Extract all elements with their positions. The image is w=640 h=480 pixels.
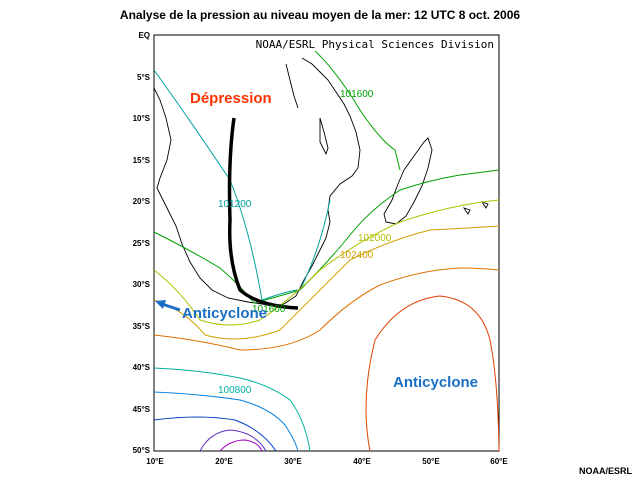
map-frame	[153, 34, 500, 452]
isobar-101600-north	[299, 37, 401, 171]
map-credit: NOAA/ESRL Physical Sciences Division	[256, 38, 494, 51]
isobar-99600	[199, 429, 267, 452]
x-tick: 40°E	[353, 457, 371, 466]
x-tick: 50°E	[422, 457, 440, 466]
y-tick: 50°S	[133, 446, 151, 455]
low-pressure-label: Dépression	[190, 90, 272, 107]
isobar-100000	[153, 416, 277, 452]
y-axis-ticks: EQ 5°S 10°S 15°S 20°S 25°S 30°S 35°S 40°…	[133, 31, 151, 455]
isobar-99200	[219, 439, 263, 452]
isobar-label: 101200	[218, 199, 252, 210]
anticyclone-arrow	[155, 300, 181, 312]
y-tick: 35°S	[133, 322, 151, 331]
x-tick: 20°E	[215, 457, 233, 466]
isobar-102000	[153, 199, 500, 326]
y-tick: 20°S	[133, 197, 151, 206]
y-tick: 10°S	[133, 114, 151, 123]
y-tick: EQ	[138, 31, 150, 40]
isobar-102400	[153, 225, 500, 340]
isobar-label: 102000	[358, 233, 392, 244]
isobar-label: 100800	[218, 385, 252, 396]
isobar-label: 102400	[340, 250, 374, 261]
footer-credit: NOAA/ESRL	[578, 466, 632, 476]
y-tick: 30°S	[133, 280, 151, 289]
y-tick: 15°S	[133, 156, 151, 165]
x-axis-ticks: 10°E 20°E 30°E 40°E 50°E 60°E	[146, 457, 508, 466]
isobar-label: 101600	[340, 89, 374, 100]
coastlines	[153, 57, 489, 307]
isobar-100800	[153, 367, 311, 452]
trough-line	[227, 117, 299, 310]
isobar-label: 101600	[252, 304, 286, 315]
isobar-100400	[153, 391, 299, 452]
anticyclone-label-west: Anticyclone	[182, 305, 267, 322]
isobar-102800	[153, 267, 500, 351]
isobar-labels: 101600 101200 102000 102400 101600 10080…	[218, 89, 392, 396]
y-tick: 25°S	[133, 239, 151, 248]
anticyclone-label-east: Anticyclone	[393, 374, 478, 391]
y-tick: 5°S	[137, 73, 151, 82]
y-tick: 45°S	[133, 405, 151, 414]
map-title: Analyse de la pression au niveau moyen d…	[119, 8, 521, 22]
isobar-103200	[365, 295, 500, 452]
isobar-101200	[153, 69, 331, 301]
x-tick: 30°E	[284, 457, 302, 466]
x-tick: 60°E	[490, 457, 508, 466]
x-tick: 10°E	[146, 457, 164, 466]
y-tick: 40°S	[133, 363, 151, 372]
isobars	[153, 37, 500, 452]
